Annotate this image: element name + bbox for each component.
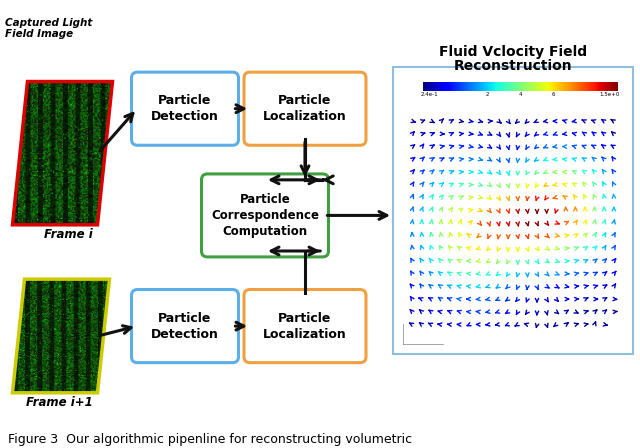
Text: 1.5e+0: 1.5e+0 <box>600 92 620 97</box>
Text: Particle
Detection: Particle Detection <box>151 312 219 340</box>
FancyBboxPatch shape <box>244 289 366 363</box>
Text: 4: 4 <box>519 92 522 97</box>
Bar <box>393 67 633 354</box>
Text: Fluid Vclocity Field: Fluid Vclocity Field <box>439 45 587 59</box>
Text: Figure 3  Our algorithmic pipenline for reconstructing volumetric: Figure 3 Our algorithmic pipenline for r… <box>8 433 412 446</box>
FancyBboxPatch shape <box>131 289 239 363</box>
FancyBboxPatch shape <box>244 72 366 145</box>
Text: Reconstruction: Reconstruction <box>454 59 572 73</box>
Text: 2: 2 <box>486 92 489 97</box>
Text: 2.4e-1: 2.4e-1 <box>421 92 438 97</box>
Text: Captured Light
Field Image: Captured Light Field Image <box>5 18 92 39</box>
Text: Particle
Correspondence
Computation: Particle Correspondence Computation <box>211 193 319 238</box>
FancyBboxPatch shape <box>202 174 328 257</box>
Text: Particle
Localization: Particle Localization <box>263 94 347 123</box>
Text: Particle
Localization: Particle Localization <box>263 312 347 340</box>
Text: 6: 6 <box>552 92 556 97</box>
Text: Frame i: Frame i <box>44 228 93 241</box>
FancyBboxPatch shape <box>131 72 239 145</box>
Text: Frame i+1: Frame i+1 <box>26 396 93 409</box>
Text: Particle
Detection: Particle Detection <box>151 94 219 123</box>
